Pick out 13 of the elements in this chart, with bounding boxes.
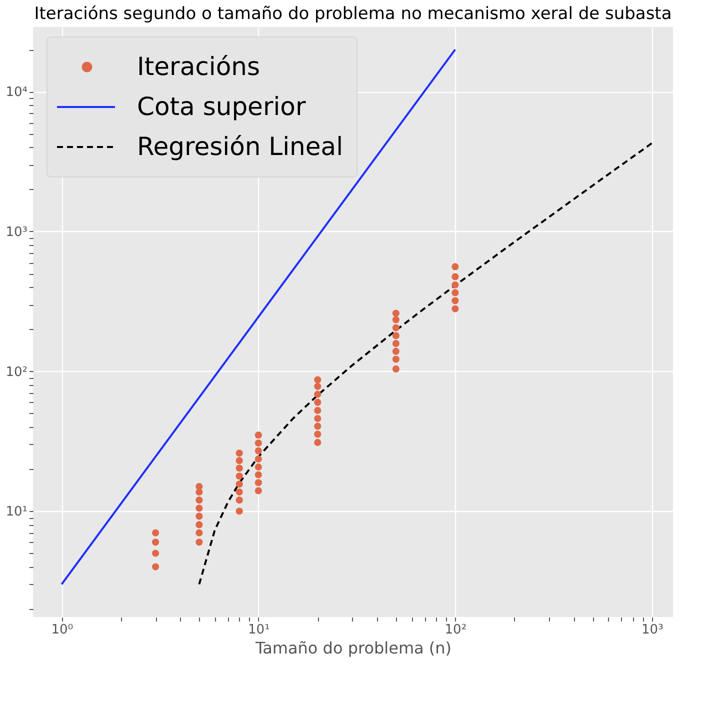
legend-label: Regresión Lineal xyxy=(137,132,344,161)
x-tick-label: 10¹ xyxy=(248,622,270,638)
y-tick-label: 10³ xyxy=(6,224,28,240)
legend-label: Cota superior xyxy=(137,92,306,121)
chart-title: Iteracións segundo o tamaño do problema no mecanismo xeral de subasta xyxy=(34,4,672,24)
x-tick-label: 10² xyxy=(444,622,467,638)
y-tick-label: 10⁴ xyxy=(6,85,28,100)
legend-label: Iteracións xyxy=(137,52,260,81)
y-tick-label: 10¹ xyxy=(6,504,28,520)
x-tick-label: 10³ xyxy=(642,622,664,638)
y-tick-label: 10² xyxy=(6,364,28,380)
x-axis-title: Tamaño do problema (n) xyxy=(254,638,452,658)
x-tick-label: 10⁰ xyxy=(51,622,74,638)
